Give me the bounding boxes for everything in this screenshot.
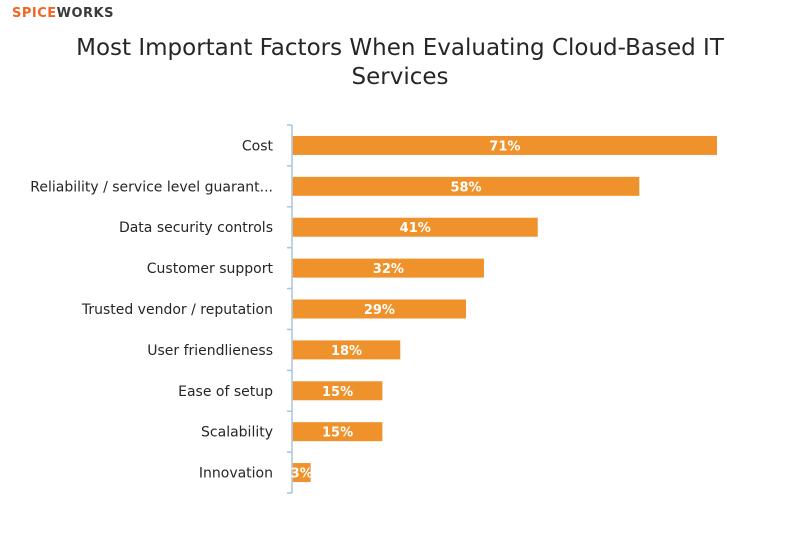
category-label: Reliability / service level guarant...: [30, 179, 273, 195]
category-label: Innovation: [199, 466, 273, 482]
category-label: Ease of setup: [178, 384, 273, 400]
bar-8: [292, 463, 311, 483]
data-label: 29%: [364, 303, 395, 318]
data-label: 18%: [331, 344, 362, 359]
bar-0: [292, 135, 717, 155]
bar-7: [292, 422, 383, 442]
bar-4: [292, 299, 467, 319]
category-label: User friendlieness: [147, 343, 273, 359]
logo-part-works: WORKS: [56, 6, 114, 21]
data-label: 15%: [322, 426, 353, 441]
data-label: 3%: [291, 467, 313, 482]
category-label: Scalability: [201, 425, 273, 441]
category-label: Customer support: [147, 261, 274, 277]
spiceworks-logo: SPICEWORKS: [12, 6, 114, 22]
logo-part-spice: SPICE: [12, 6, 57, 21]
data-label: 71%: [489, 139, 520, 154]
bar-1: [292, 176, 640, 196]
chart-title: Most Important Factors When Evaluating C…: [76, 35, 724, 90]
bar-3: [292, 258, 484, 278]
data-label: 15%: [322, 385, 353, 400]
category-label: Trusted vendor / reputation: [81, 302, 273, 318]
data-label: 32%: [373, 262, 404, 277]
bar-2: [292, 217, 538, 237]
data-label: 41%: [400, 221, 431, 236]
category-label: Cost: [242, 138, 274, 154]
data-label: 58%: [450, 180, 481, 195]
bar-5: [292, 340, 401, 360]
category-label: Data security controls: [119, 220, 273, 236]
bar-6: [292, 381, 383, 401]
